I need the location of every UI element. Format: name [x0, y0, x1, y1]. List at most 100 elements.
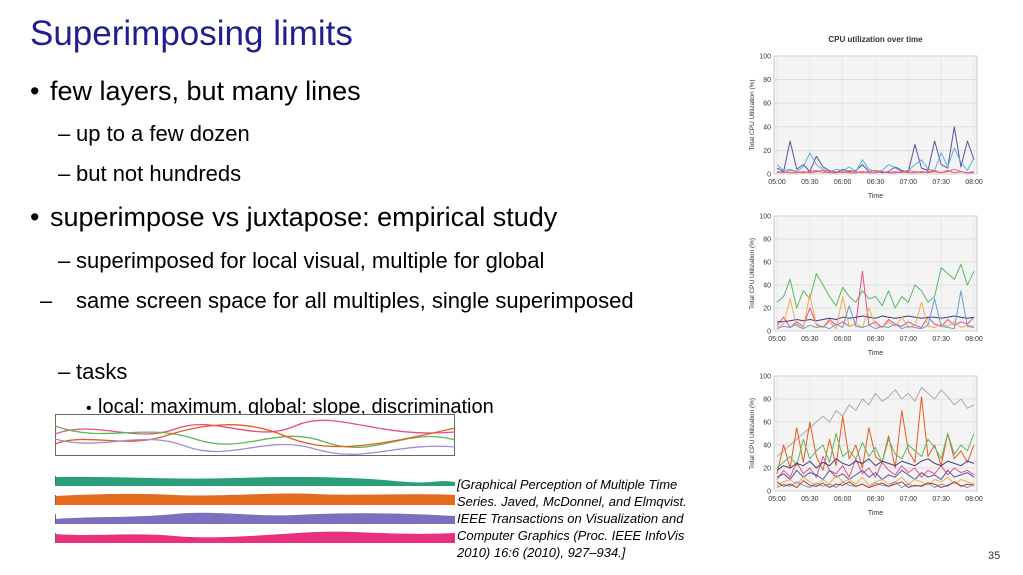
area-strip — [55, 476, 455, 486]
bullet-level2: – superimposed for local visual, multiple… — [58, 246, 544, 276]
bullet-text: but not hundreds — [76, 161, 242, 186]
y-tick-label: 20 — [763, 306, 771, 313]
x-tick-label: 07:00 — [900, 179, 918, 186]
bullet-level2: – but not hundreds — [58, 159, 241, 189]
bullet-icon: • — [30, 202, 40, 232]
y-tick-label: 40 — [763, 283, 771, 290]
x-axis-label: Time — [868, 510, 883, 517]
dash-icon: – — [58, 161, 71, 186]
bullet-level2: – same screen space for all multiples, si… — [40, 286, 656, 316]
x-tick-label: 07:30 — [932, 496, 950, 503]
y-tick-label: 40 — [763, 124, 771, 131]
series-line — [776, 290, 975, 330]
x-tick-label: 07:30 — [932, 179, 950, 186]
series-line — [776, 480, 975, 488]
dash-icon: – — [40, 288, 53, 313]
x-tick-label: 08:00 — [965, 336, 983, 343]
series-line — [776, 433, 975, 469]
y-axis-label: Total CPU Utilization (%) — [749, 238, 756, 309]
x-tick-label: 08:00 — [965, 179, 983, 186]
x-tick-label: 05:30 — [801, 179, 819, 186]
x-tick-label: 05:30 — [801, 496, 819, 503]
area-strip — [55, 531, 455, 543]
series-line — [777, 315, 975, 323]
x-axis-label: Time — [868, 350, 883, 357]
x-tick-label: 07:00 — [900, 496, 918, 503]
mini-line — [55, 438, 455, 455]
y-tick-label: 100 — [759, 374, 771, 381]
series-line — [776, 147, 975, 173]
x-tick-label: 07:00 — [900, 336, 918, 343]
x-tick-label: 06:30 — [867, 496, 885, 503]
y-tick-label: 100 — [759, 214, 771, 221]
cpu-chart-2: 0 20 40 60 80 100 05:00 05:30 06:00 06:30 07:00 07:… — [749, 214, 983, 358]
dash-icon: – — [58, 359, 71, 384]
bullet-text: local: maximum, global: slope, discrimin… — [98, 396, 494, 418]
bullet-level3: • local: maximum, global: slope, discrimi… — [86, 396, 494, 419]
y-tick-label: 60 — [763, 260, 771, 267]
series-line — [776, 263, 975, 309]
series-line — [776, 474, 975, 486]
y-tick-label: 80 — [763, 77, 771, 84]
bullet-text: up to a few dozen — [76, 121, 250, 146]
bullet-level2: – tasks — [58, 357, 127, 387]
x-tick-label: 06:00 — [834, 179, 852, 186]
bullet-level1: • superimpose vs juxtapose: empirical stu… — [30, 202, 557, 233]
y-tick-label: 0 — [767, 489, 771, 496]
mini-line — [55, 419, 455, 435]
y-axis-label: Total CPU Utilization (%) — [749, 398, 756, 469]
y-tick-label: 0 — [767, 172, 771, 179]
mini-line — [55, 425, 455, 449]
superimposed-lines-figure — [55, 414, 455, 456]
bullet-text: superimposed for local visual, multiple … — [76, 248, 545, 273]
dash-icon: – — [58, 248, 71, 273]
y-tick-label: 100 — [759, 54, 771, 61]
y-tick-label: 80 — [763, 397, 771, 404]
bullet-level1: • few layers, but many lines — [30, 76, 361, 107]
slide-title: Superimposing limits — [30, 14, 353, 53]
y-tick-label: 60 — [763, 420, 771, 427]
mini-line — [55, 424, 455, 448]
bullet-text: tasks — [76, 359, 128, 384]
y-tick-label: 40 — [763, 443, 771, 450]
y-tick-label: 80 — [763, 237, 771, 244]
y-tick-label: 60 — [763, 101, 771, 108]
area-strip — [55, 493, 455, 505]
dash-icon: – — [58, 121, 71, 146]
page-number: 35 — [988, 550, 1001, 562]
bullet-level2: – up to a few dozen — [58, 119, 250, 149]
bullet-text: same screen space for all multiples, sin… — [76, 288, 634, 313]
y-axis-label: Total CPU Utilization (%) — [749, 79, 756, 150]
x-tick-label: 05:30 — [801, 336, 819, 343]
bullet-icon: • — [30, 76, 40, 106]
cpu-chart-1: CPU utilization over time 0 20 40 60 80 100 05:… — [749, 35, 983, 200]
cpu-chart-3: 0 20 40 60 80 100 05:00 05:30 06:00 06:30 07:00 07:… — [749, 374, 983, 518]
chart-title: CPU utilization over time — [828, 35, 923, 44]
y-tick-label: 20 — [763, 148, 771, 155]
x-tick-label: 06:00 — [834, 336, 852, 343]
x-tick-label: 08:00 — [965, 496, 983, 503]
series-line — [776, 469, 975, 480]
y-tick-label: 0 — [767, 329, 771, 336]
bullet-text: superimpose vs juxtapose: empirical stud… — [50, 202, 558, 232]
series-line — [776, 458, 975, 471]
y-tick-label: 20 — [763, 466, 771, 473]
x-tick-label: 06:30 — [867, 336, 885, 343]
area-strip — [55, 512, 455, 524]
bullet-icon: • — [86, 400, 92, 417]
x-tick-label: 05:00 — [768, 179, 786, 186]
juxtaposed-area-figure — [55, 476, 455, 543]
x-tick-label: 06:00 — [834, 496, 852, 503]
x-tick-label: 05:00 — [768, 496, 786, 503]
series-line — [776, 387, 975, 457]
x-tick-label: 07:30 — [932, 336, 950, 343]
figure-frame — [55, 414, 455, 456]
bullet-text: few layers, but many lines — [50, 76, 361, 106]
series-line — [776, 293, 975, 330]
x-axis-label: Time — [868, 193, 883, 200]
x-tick-label: 06:30 — [867, 179, 885, 186]
citation: [Graphical Perception of Multiple Time S… — [457, 477, 687, 560]
series-line — [776, 481, 975, 488]
series-line — [776, 170, 974, 174]
x-tick-label: 05:00 — [768, 336, 786, 343]
